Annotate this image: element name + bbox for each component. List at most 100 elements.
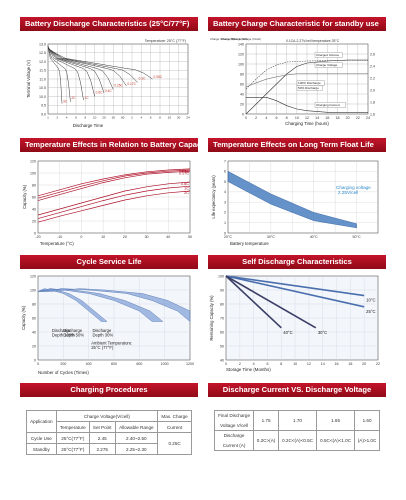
y-tick-label: 2.6 <box>370 52 375 56</box>
curve-label: Depth 50% <box>63 333 84 338</box>
x-tick-label: 50 <box>188 235 192 239</box>
legend-box <box>314 102 346 108</box>
y-tick-label: 40 <box>220 358 224 362</box>
discharge-curve <box>47 47 114 90</box>
voltage-cell: 1.70 <box>278 410 318 431</box>
y-tick-label: 0 <box>34 231 36 235</box>
x-tick-label: 10 <box>101 235 105 239</box>
y-tick-label: 40 <box>240 92 244 96</box>
max-charge-heading: Max. Charge <box>157 410 192 422</box>
y-tick-label: 4 <box>224 190 226 194</box>
x-tick-label: 50°C <box>353 235 361 239</box>
y-tick-label: 1.8 <box>370 100 375 104</box>
discharge-curve <box>47 46 95 97</box>
self-discharge-line <box>225 275 365 297</box>
y-tick-label: 1.6 <box>370 112 375 116</box>
y-axis-label: Remaining Capacity (%) <box>209 295 214 341</box>
left-axis-title: Charge Volume (%) <box>210 37 234 41</box>
x-axis-label: Number of Cycles (Times) <box>38 370 89 375</box>
voltage-cell: 1.60 <box>354 410 380 431</box>
x-axis-label: Battery temperature <box>230 241 269 246</box>
current-cell: 0.5C<(A)<1.0C <box>316 430 356 451</box>
x-tick-label: 14 <box>321 362 325 366</box>
current-cell: (A)>1.0C <box>354 430 380 451</box>
y-tick-label: 9.0 <box>41 112 46 116</box>
x-tick-label: 40 <box>166 235 170 239</box>
y-tick-label: 100 <box>238 62 244 66</box>
x-tick-label: 20 <box>346 116 350 120</box>
table-row: Standby 25°C(77°F) 2.275 2.25~2.30 <box>26 443 192 455</box>
capacity-curve <box>37 168 191 197</box>
application-heading: Application <box>26 410 57 433</box>
x-tick-label: 8 <box>159 116 161 120</box>
curve-label: 1C <box>184 186 189 190</box>
x-tick-label: 30 <box>145 235 149 239</box>
y-tick-label: 90 <box>220 288 224 292</box>
y-tick-label: 60 <box>32 316 36 320</box>
x-tick-label: 20 <box>362 362 366 366</box>
application-cell: Standby <box>26 443 57 455</box>
cycle-header: Cycle Service Life <box>20 255 198 269</box>
temperature-cell: 25°C(77°F) <box>55 443 90 455</box>
curve-label: 0.6C <box>96 91 103 95</box>
y-tick-label: 40 <box>32 330 36 334</box>
x-tick-label: 14 <box>315 116 319 120</box>
x-axis-label: Charging Time (hours) <box>285 121 329 126</box>
x-tick-label: 18 <box>336 116 340 120</box>
x-tick-label: -20 <box>35 235 40 239</box>
y-tick-label: 100 <box>218 274 224 278</box>
curve-label: 3C <box>63 100 68 104</box>
left-axis-title: Charge Voltage (V/cell) <box>232 37 261 41</box>
curve-label: 0.05C <box>179 169 189 173</box>
y-tick-label: 2.4 <box>370 64 375 68</box>
allowable-range-cell: 2.40~2.50 <box>114 432 159 444</box>
x-tick-label: 20 <box>102 116 106 120</box>
capacity-curve <box>37 190 191 223</box>
charge-curve <box>246 97 368 113</box>
y-tick-label: 20 <box>32 344 36 348</box>
allowable-range-cell: 2.25~2.30 <box>114 443 159 455</box>
discharge-curve <box>47 46 71 102</box>
x-tick-label: 2 <box>131 116 133 120</box>
current-heading: Current <box>157 421 192 433</box>
x-tick-label: 1200 <box>186 362 194 366</box>
y-tick-label: 80 <box>32 183 36 187</box>
x-tick-label: 10 <box>93 116 97 120</box>
curve-label: 0.17C <box>179 171 189 175</box>
self-discharge-line <box>225 275 365 308</box>
y-tick-label: 12.5 <box>39 51 46 55</box>
cycle-band <box>37 288 191 322</box>
current-cell: 0.2C>(A) <box>253 430 280 451</box>
x-tick-label: 20 <box>177 116 181 120</box>
x-tick-label: 24 <box>186 116 190 120</box>
x-tick-label: 4 <box>140 116 142 120</box>
curve-label: Discharge <box>52 328 72 333</box>
temperature-header: Temperature Effects in Relation to Batte… <box>20 138 198 152</box>
discharge-curve <box>47 47 127 87</box>
legend-entry: 100% Discharge <box>298 81 321 85</box>
dischargevoltage-header: Discharge Current VS. Discharge Voltage <box>208 383 386 397</box>
x-tick-label: 0 <box>245 116 247 120</box>
discharge-curve <box>47 47 138 83</box>
chart-annotation: Temperature: 25°C (77°F) <box>145 39 186 43</box>
temperature-heading: Temperature <box>55 421 90 433</box>
y-tick-label: 100 <box>30 288 36 292</box>
curve-label: 25°C <box>366 309 375 314</box>
chart-annotation: 25°C (77°F) <box>91 345 114 350</box>
curve-label: 10°C <box>366 298 375 303</box>
y-tick-label: 140 <box>238 42 244 46</box>
y-tick-label: 120 <box>238 52 244 56</box>
y-tick-label: 20 <box>32 219 36 223</box>
discharge-curve <box>47 48 153 80</box>
y-axis-label: Terminal Voltage (V) <box>26 60 31 98</box>
curve-label: 40°C <box>283 330 292 335</box>
capacity-curve <box>37 185 191 219</box>
capacity-curve <box>37 170 191 201</box>
y-tick-label: 20 <box>240 102 244 106</box>
y-tick-label: 11.0 <box>39 77 46 81</box>
x-tick-label: 400 <box>86 362 92 366</box>
x-tick-label: 60 <box>121 116 125 120</box>
application-cell: Cycle Use <box>26 432 57 444</box>
